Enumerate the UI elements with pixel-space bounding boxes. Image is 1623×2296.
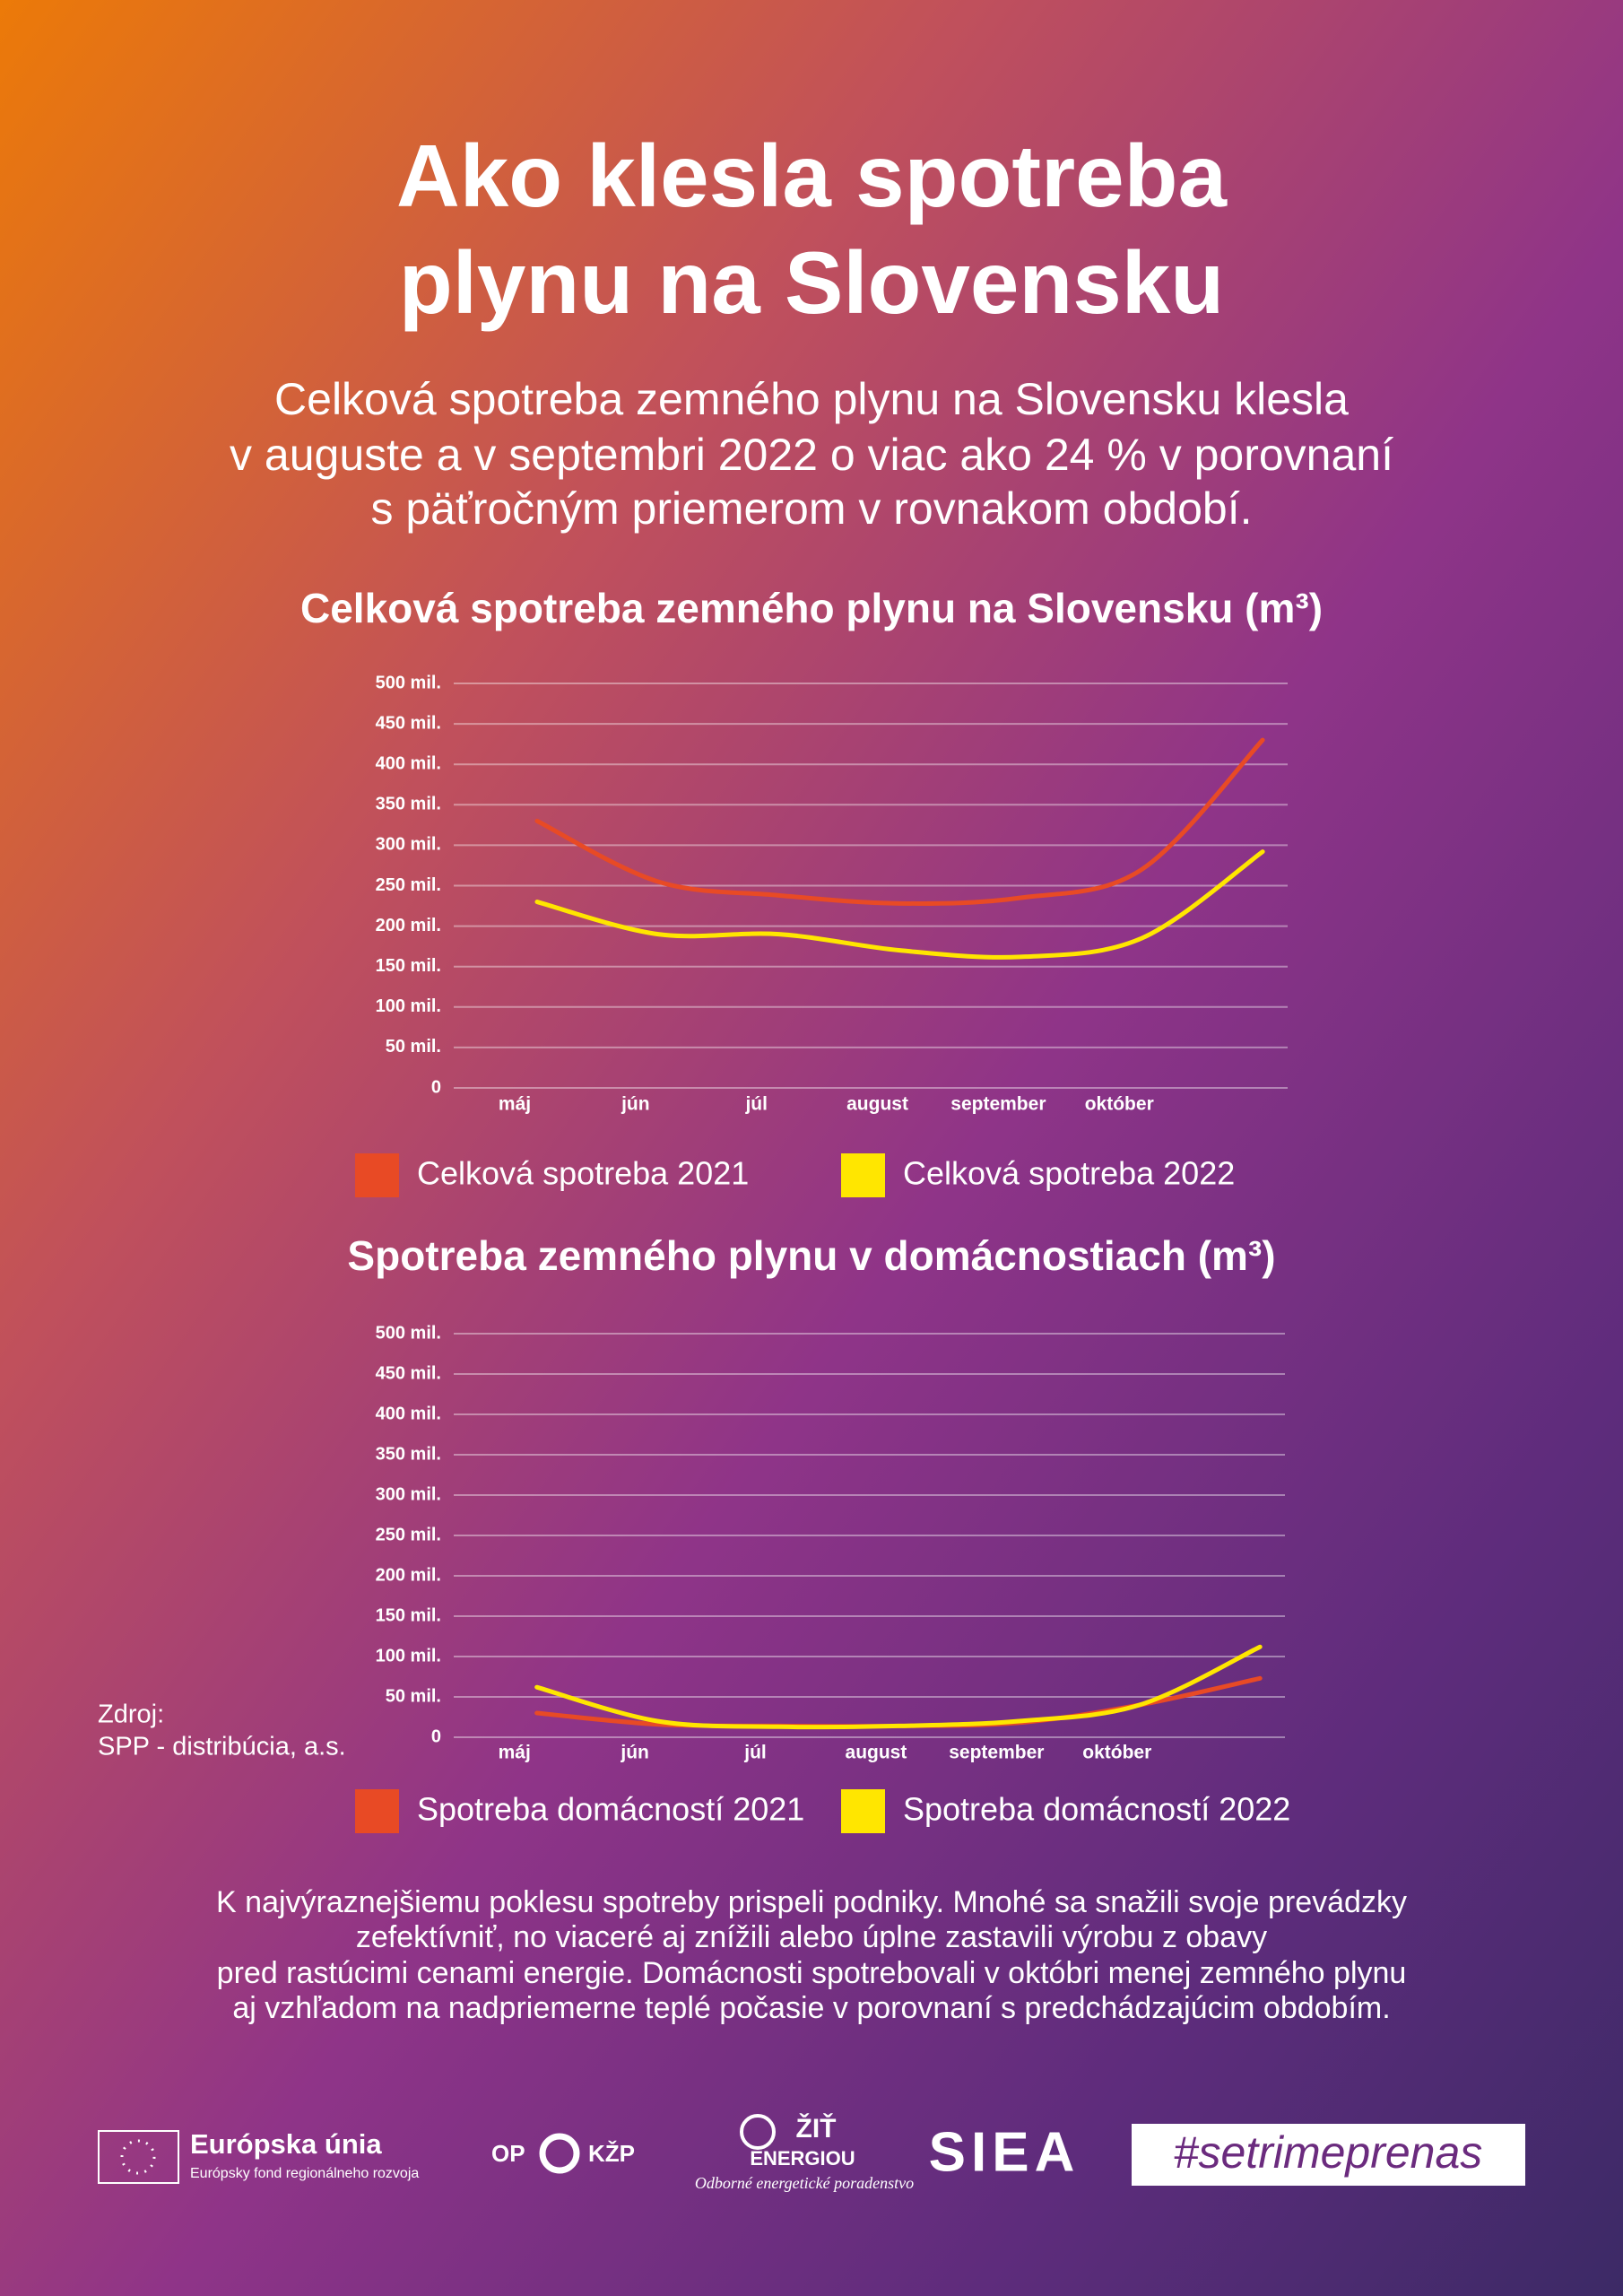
op-logo: OP: [491, 2140, 525, 2167]
footer: Európska únia Európsky fond regionálneho…: [98, 2113, 1525, 2192]
legend-swatch: [355, 1153, 399, 1197]
x-tick-label: september: [949, 1743, 1044, 1763]
source: Zdroj:: [98, 1700, 164, 1729]
legend-label: Spotreba domácností 2021: [417, 1791, 804, 1828]
op-icon: [539, 2133, 580, 2174]
ziv-tagline: Odborné energetické poradenstvo: [695, 2174, 914, 2192]
note: pred rastúcimi cenami energie. Domácnost…: [217, 1956, 1407, 1990]
x-tick-label: máj: [499, 1094, 531, 1115]
x-tick-label: október: [1085, 1094, 1154, 1115]
y-tick-label: 500 mil.: [376, 673, 441, 692]
x-tick-label: október: [1082, 1743, 1151, 1763]
eu-title: Európska únia: [190, 2128, 382, 2160]
y-tick-label: 200 mil.: [376, 916, 441, 935]
y-tick-label: 300 mil.: [376, 835, 441, 855]
y-tick-label: 100 mil.: [376, 996, 441, 1016]
hashtag: #setrimeprenas: [1174, 2127, 1483, 2178]
eu-flag: [98, 2130, 179, 2184]
x-tick-label: máj: [499, 1743, 531, 1763]
x-tick-label: júl: [744, 1094, 768, 1115]
y-tick-label: 50 mil.: [386, 1037, 441, 1057]
legend-label: Celková spotreba 2022: [903, 1155, 1235, 1192]
y-tick-label: 150 mil.: [376, 1605, 441, 1625]
chart-title: Spotreba zemného plynu v domácnostiach (…: [347, 1232, 1275, 1279]
note: K najvýraznejšiemu poklesu spotreby pris…: [216, 1885, 1407, 1919]
series-line: [534, 737, 1265, 906]
hashtag-box: [1132, 2124, 1525, 2186]
note: aj vzhľadom na nadpriemerne teplé počasi…: [232, 1991, 1390, 2025]
intro: Celková spotreba zemného plynu na Sloven…: [274, 374, 1349, 424]
x-tick-label: jún: [621, 1094, 650, 1115]
chart-title: Celková spotreba zemného plynu na Sloven…: [300, 585, 1323, 631]
legend-swatch: [841, 1789, 885, 1833]
x-tick-label: júl: [743, 1743, 767, 1763]
ziv-logo: ŽIŤ: [796, 2113, 837, 2144]
y-tick-label: 400 mil.: [376, 753, 441, 773]
y-tick-label: 0: [431, 1077, 441, 1097]
y-tick-label: 50 mil.: [386, 1686, 441, 1706]
intro: s päťročným priemerom v rovnakom období.: [370, 483, 1252, 534]
note: zefektívniť, no viaceré aj znížili alebo…: [356, 1920, 1267, 1954]
y-tick-label: 350 mil.: [376, 1444, 441, 1464]
y-tick-label: 100 mil.: [376, 1646, 441, 1665]
series-line: [534, 1644, 1263, 1730]
y-tick-label: 350 mil.: [376, 795, 441, 814]
y-tick-label: 150 mil.: [376, 956, 441, 976]
legend-swatch: [841, 1153, 885, 1197]
siea-logo: SIEA: [929, 2121, 1081, 2183]
eu-stars: [120, 2139, 156, 2175]
intro: v auguste a v septembri 2022 o viac ako …: [230, 430, 1393, 480]
legend-swatch: [355, 1789, 399, 1833]
x-tick-label: jún: [620, 1743, 649, 1763]
source: SPP - distribúcia, a.s.: [98, 1733, 346, 1761]
title: Ako klesla spotreba: [396, 126, 1228, 225]
ziv-logo: ENERGIOU: [750, 2147, 855, 2170]
y-tick-label: 250 mil.: [376, 1525, 441, 1544]
op-logo: KŽP: [588, 2140, 635, 2167]
series-line: [534, 849, 1265, 960]
x-tick-label: september: [950, 1094, 1046, 1115]
x-tick-label: august: [846, 1094, 908, 1115]
eu-subtitle: Európsky fond regionálneho rozvoja: [190, 2166, 419, 2181]
y-tick-label: 200 mil.: [376, 1565, 441, 1585]
legend-label: Celková spotreba 2021: [417, 1155, 749, 1192]
y-tick-label: 250 mil.: [376, 875, 441, 895]
y-tick-label: 0: [431, 1726, 441, 1746]
y-tick-label: 450 mil.: [376, 713, 441, 733]
y-tick-label: 400 mil.: [376, 1404, 441, 1423]
x-tick-label: august: [846, 1743, 907, 1763]
y-tick-label: 500 mil.: [376, 1323, 441, 1343]
legend-label: Spotreba domácností 2022: [903, 1791, 1290, 1828]
title: plynu na Slovensku: [399, 233, 1224, 332]
y-tick-label: 300 mil.: [376, 1484, 441, 1504]
ziv-icon: [740, 2114, 776, 2150]
y-tick-label: 450 mil.: [376, 1363, 441, 1383]
